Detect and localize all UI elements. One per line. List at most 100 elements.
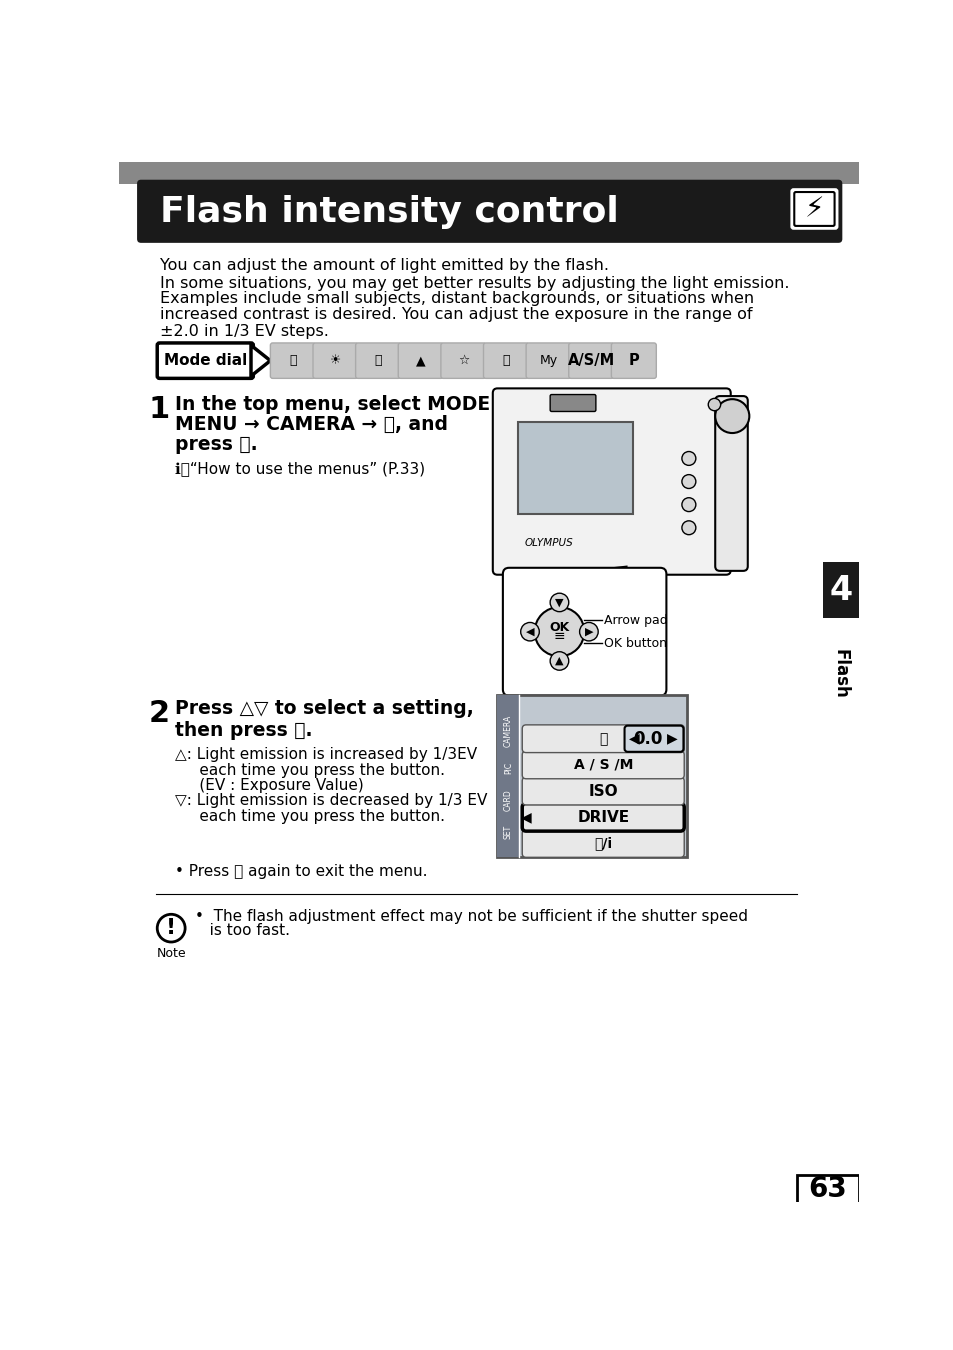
FancyBboxPatch shape (440, 343, 485, 378)
FancyBboxPatch shape (313, 343, 357, 378)
Text: increased contrast is desired. You can adjust the exposure in the range of: increased contrast is desired. You can a… (159, 306, 751, 321)
Text: OLYMPUS: OLYMPUS (524, 539, 573, 548)
Text: MENU → CAMERA → ⓧ, and: MENU → CAMERA → ⓧ, and (174, 416, 448, 435)
Text: • Press Ⓢ again to exit the menu.: • Press Ⓢ again to exit the menu. (174, 864, 427, 879)
Text: (EV : Exposure Value): (EV : Exposure Value) (174, 778, 363, 792)
Circle shape (579, 622, 598, 641)
Text: ☆: ☆ (457, 354, 469, 367)
Text: PIC: PIC (503, 761, 513, 774)
Text: ≡: ≡ (553, 629, 565, 644)
Text: Flash: Flash (831, 649, 849, 699)
Text: CAMERA: CAMERA (503, 714, 513, 747)
Text: Note: Note (156, 948, 186, 960)
Text: 👥: 👥 (501, 354, 509, 367)
Circle shape (681, 475, 695, 489)
Circle shape (681, 498, 695, 512)
FancyBboxPatch shape (355, 343, 400, 378)
FancyBboxPatch shape (497, 695, 686, 856)
Text: •  The flash adjustment effect may not be sufficient if the shutter speed: • The flash adjustment effect may not be… (195, 909, 747, 923)
Text: is too fast.: is too fast. (195, 923, 290, 938)
Text: ⛰: ⛰ (374, 354, 381, 367)
Text: each time you press the button.: each time you press the button. (174, 763, 445, 778)
FancyBboxPatch shape (517, 423, 633, 514)
Polygon shape (251, 346, 270, 377)
Text: ◀: ◀ (629, 732, 639, 745)
Text: ±2.0 in 1/3 EV steps.: ±2.0 in 1/3 EV steps. (159, 324, 328, 339)
Text: P: P (628, 354, 639, 369)
FancyBboxPatch shape (157, 343, 253, 378)
FancyBboxPatch shape (797, 1174, 858, 1204)
Circle shape (681, 521, 695, 535)
FancyBboxPatch shape (624, 726, 682, 752)
Text: In some situations, you may get better results by adjusting the light emission.: In some situations, you may get better r… (159, 275, 788, 292)
Text: ℹⓈ“How to use the menus” (P.33): ℹⓈ“How to use the menus” (P.33) (174, 460, 425, 475)
Text: then press Ⓢ.: then press Ⓢ. (174, 721, 313, 740)
Circle shape (715, 400, 748, 433)
FancyBboxPatch shape (790, 188, 838, 230)
Text: A/S/M: A/S/M (567, 354, 614, 369)
FancyBboxPatch shape (483, 343, 528, 378)
FancyBboxPatch shape (521, 751, 683, 779)
Circle shape (707, 398, 720, 410)
Text: ▶: ▶ (666, 732, 677, 745)
FancyBboxPatch shape (550, 394, 596, 412)
FancyBboxPatch shape (611, 343, 656, 378)
FancyBboxPatch shape (137, 180, 841, 243)
Text: A / S /M: A / S /M (573, 757, 632, 772)
Text: ▲: ▲ (416, 354, 425, 367)
Text: SET: SET (503, 825, 513, 840)
Text: ▶: ▶ (584, 626, 593, 637)
FancyBboxPatch shape (521, 725, 683, 752)
Text: ◀: ◀ (520, 810, 531, 825)
FancyBboxPatch shape (521, 830, 683, 857)
FancyBboxPatch shape (715, 396, 747, 571)
Text: In the top menu, select MODE: In the top menu, select MODE (174, 396, 490, 414)
Text: OK button: OK button (603, 637, 666, 649)
Circle shape (534, 608, 583, 656)
Text: Press △▽ to select a setting,: Press △▽ to select a setting, (174, 699, 474, 718)
Text: Arrow pad: Arrow pad (603, 614, 667, 626)
Text: press ⓘ.: press ⓘ. (174, 435, 257, 455)
FancyBboxPatch shape (525, 343, 571, 378)
Text: ⚡: ⚡ (803, 194, 823, 223)
Text: You can adjust the amount of light emitted by the flash.: You can adjust the amount of light emitt… (159, 258, 608, 273)
Text: ▼: ▼ (555, 598, 563, 608)
Circle shape (681, 451, 695, 466)
Text: Mode dial: Mode dial (164, 354, 247, 369)
Text: 🏃: 🏃 (289, 354, 296, 367)
Circle shape (550, 652, 568, 670)
FancyBboxPatch shape (119, 162, 858, 184)
FancyBboxPatch shape (270, 343, 315, 378)
Text: ◀: ◀ (525, 626, 534, 637)
Circle shape (157, 914, 185, 942)
Text: ▲: ▲ (555, 656, 563, 666)
FancyBboxPatch shape (568, 343, 613, 378)
FancyBboxPatch shape (521, 778, 683, 805)
Text: CARD: CARD (503, 788, 513, 811)
Text: ☀: ☀ (330, 354, 341, 367)
Text: OK: OK (549, 621, 569, 633)
Text: Flash intensity control: Flash intensity control (159, 194, 618, 230)
Circle shape (520, 622, 538, 641)
FancyBboxPatch shape (521, 803, 683, 832)
Text: 63: 63 (808, 1176, 846, 1203)
Text: My: My (539, 354, 558, 367)
Text: ▽: Light emission is decreased by 1/3 EV: ▽: Light emission is decreased by 1/3 EV (174, 794, 487, 809)
Text: !: ! (166, 918, 176, 938)
Text: each time you press the button.: each time you press the button. (174, 809, 445, 824)
Text: ⓨ/i: ⓨ/i (594, 837, 612, 850)
Text: ISO: ISO (588, 783, 618, 799)
Text: 1: 1 (149, 396, 170, 424)
Text: Examples include small subjects, distant backgrounds, or situations when: Examples include small subjects, distant… (159, 292, 753, 306)
Text: 4: 4 (828, 574, 851, 606)
Circle shape (550, 593, 568, 612)
Text: ⓧ: ⓧ (598, 732, 607, 745)
FancyBboxPatch shape (822, 563, 858, 618)
Text: 2: 2 (149, 699, 170, 729)
FancyBboxPatch shape (397, 343, 443, 378)
Text: △: Light emission is increased by 1/3EV: △: Light emission is increased by 1/3EV (174, 747, 476, 763)
Text: DRIVE: DRIVE (577, 810, 629, 825)
FancyBboxPatch shape (493, 389, 730, 575)
FancyBboxPatch shape (502, 568, 666, 695)
FancyBboxPatch shape (497, 695, 518, 856)
